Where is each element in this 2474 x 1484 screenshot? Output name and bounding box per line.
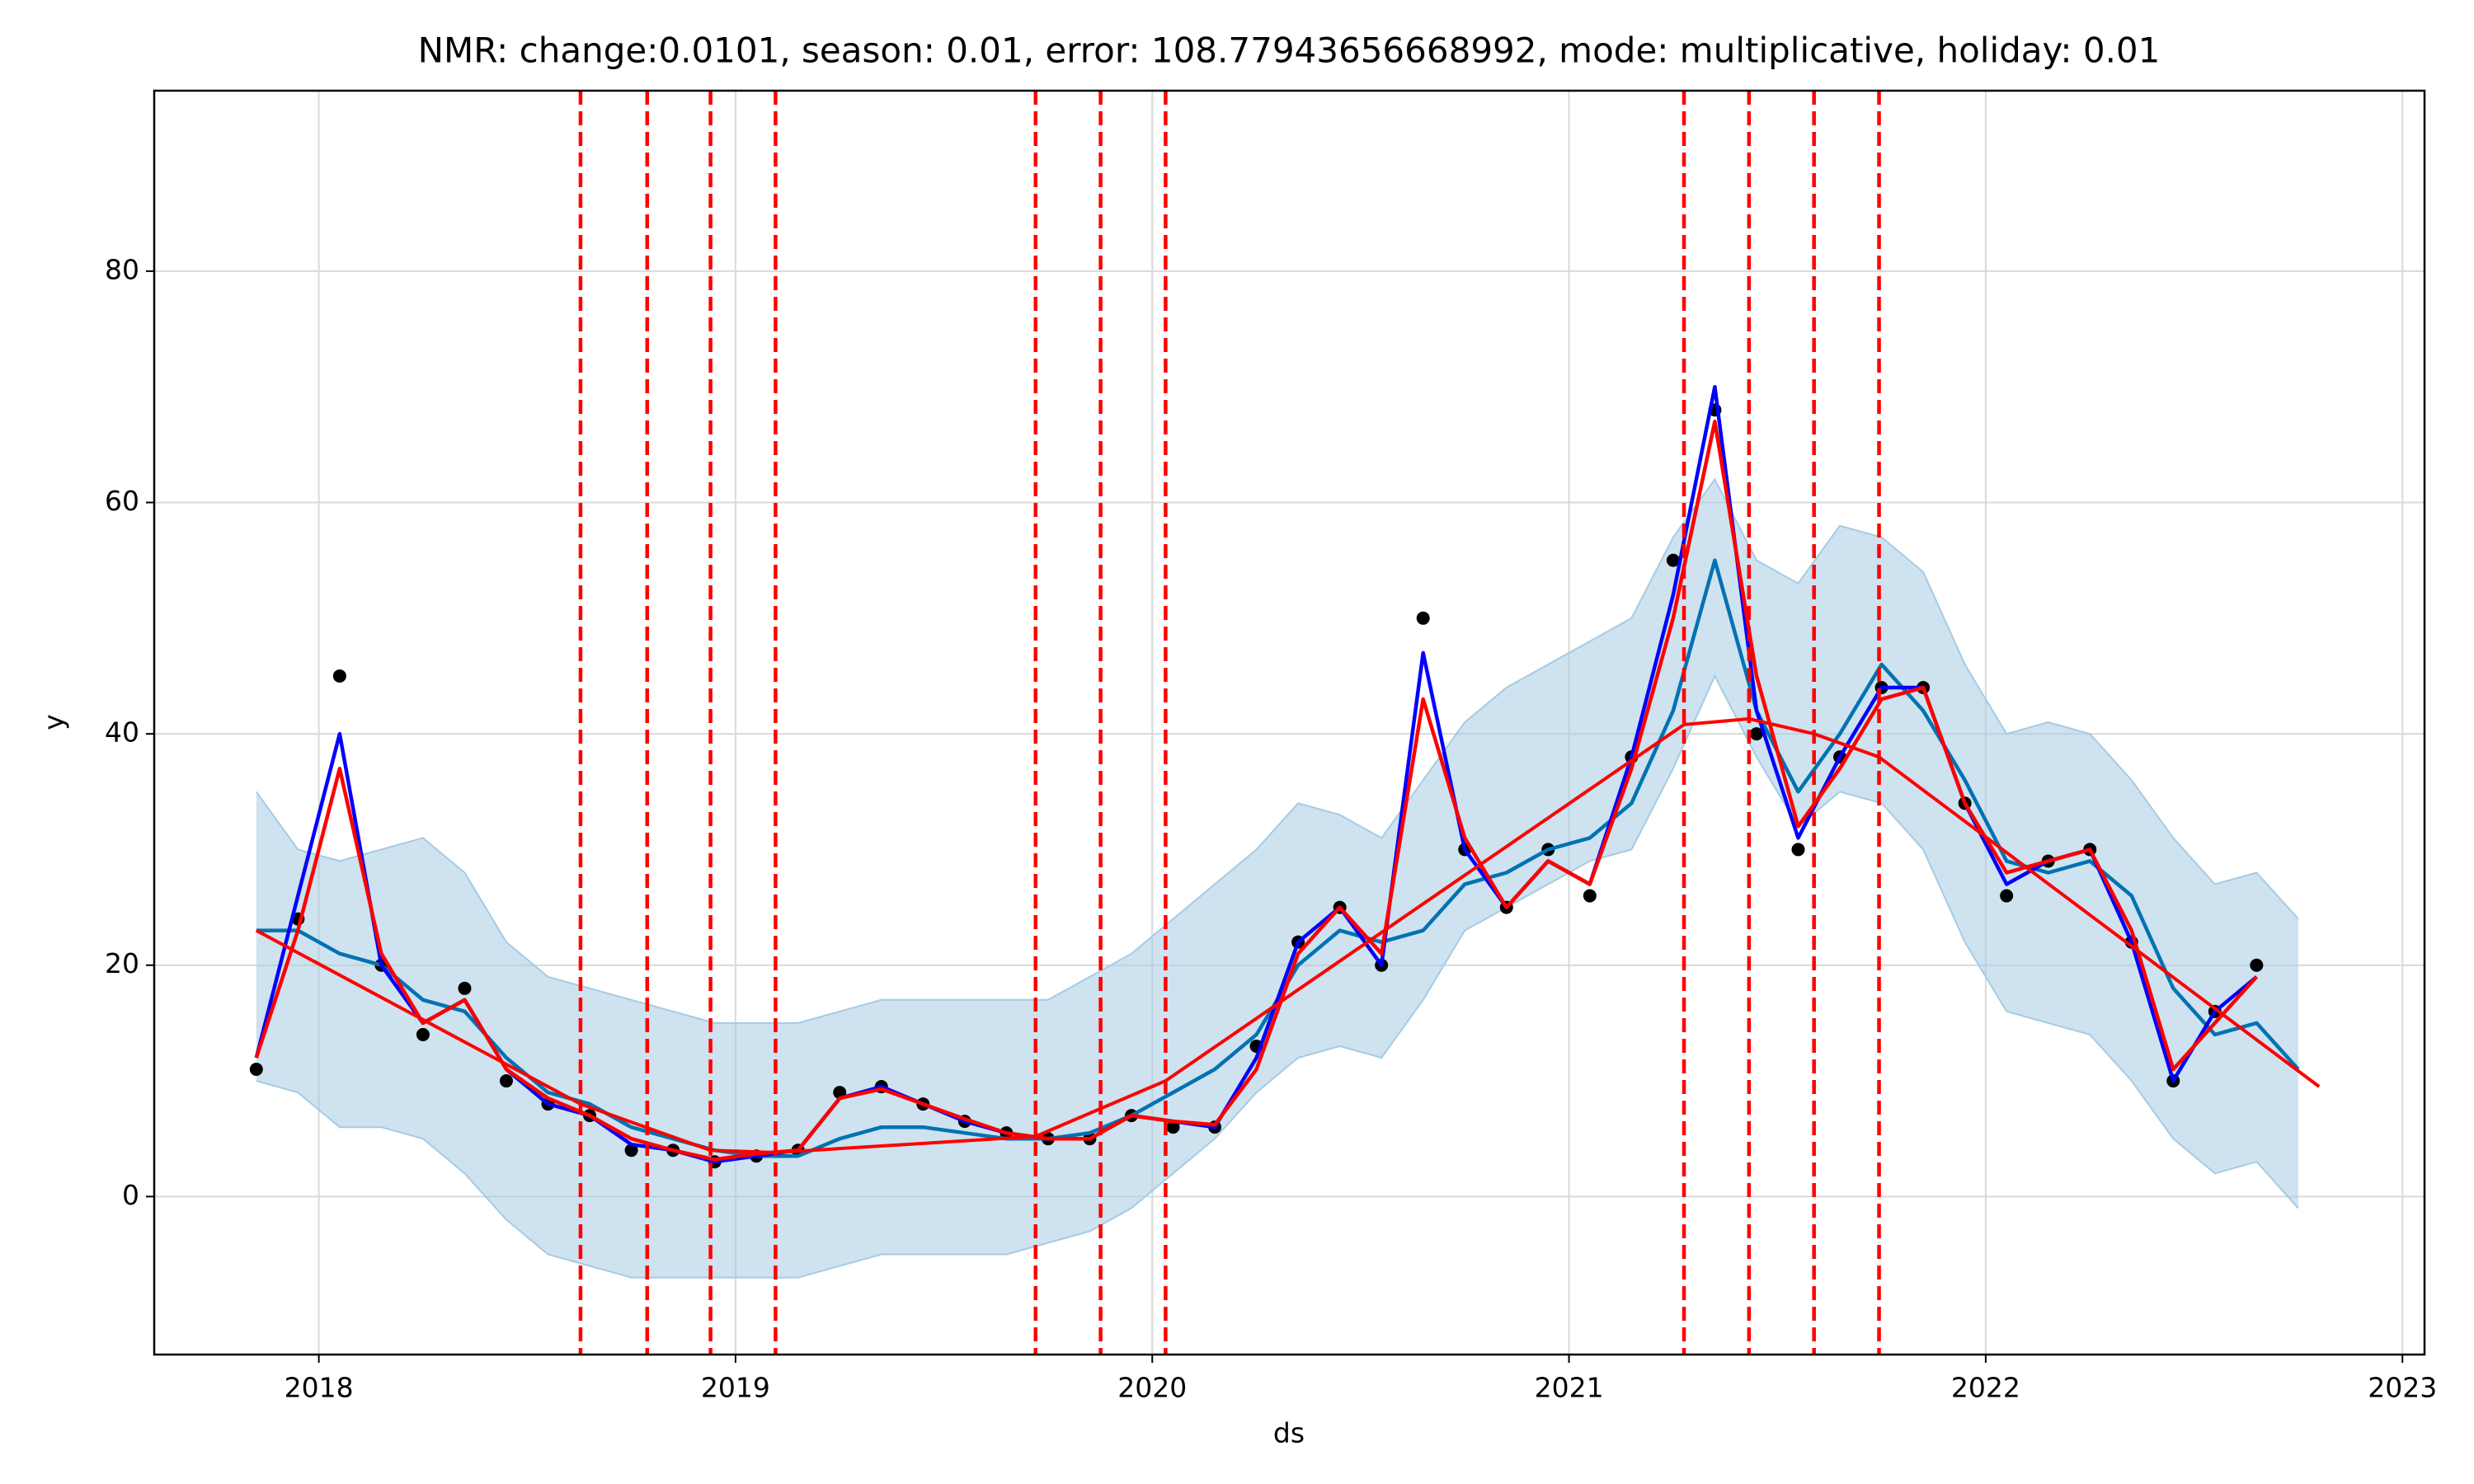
- data-point: [416, 1027, 430, 1041]
- data-point: [2000, 889, 2014, 903]
- data-point: [499, 1074, 513, 1088]
- uncertainty-band: [256, 479, 2298, 1278]
- x-tick-label: 2019: [701, 1372, 770, 1404]
- x-tick-label: 2021: [1535, 1372, 1604, 1404]
- y-tick-label: 60: [105, 485, 139, 517]
- x-tick-label: 2020: [1117, 1372, 1187, 1404]
- x-tick-label: 2018: [285, 1372, 354, 1404]
- series-line: [254, 420, 2259, 1162]
- y-tick-label: 80: [105, 253, 139, 285]
- data-point: [2250, 958, 2264, 972]
- data-point: [458, 981, 472, 995]
- chart-title: NMR: change:0.0101, season: 0.01, error:…: [418, 31, 2161, 71]
- data-point: [1749, 727, 1763, 741]
- data-point: [332, 669, 346, 683]
- plot-frame: [153, 89, 2426, 1356]
- data-point: [1416, 611, 1430, 625]
- data-point: [1666, 553, 1680, 567]
- band-lower: [256, 674, 2299, 1279]
- y-tick-label: 0: [122, 1179, 139, 1211]
- x-tick-label: 2022: [1951, 1372, 2020, 1404]
- data-point: [1791, 843, 1805, 857]
- data-point: [249, 1063, 263, 1077]
- y-tick-label: 20: [105, 947, 139, 979]
- data-point: [1166, 1120, 1180, 1134]
- data-point: [624, 1144, 638, 1158]
- y-tick-label: 40: [105, 716, 139, 749]
- band-upper: [255, 477, 2299, 1024]
- x-axis-label: ds: [1273, 1417, 1305, 1449]
- data-point: [1583, 889, 1597, 903]
- x-tick-label: 2023: [2368, 1372, 2437, 1404]
- y-axis-label: y: [38, 714, 70, 730]
